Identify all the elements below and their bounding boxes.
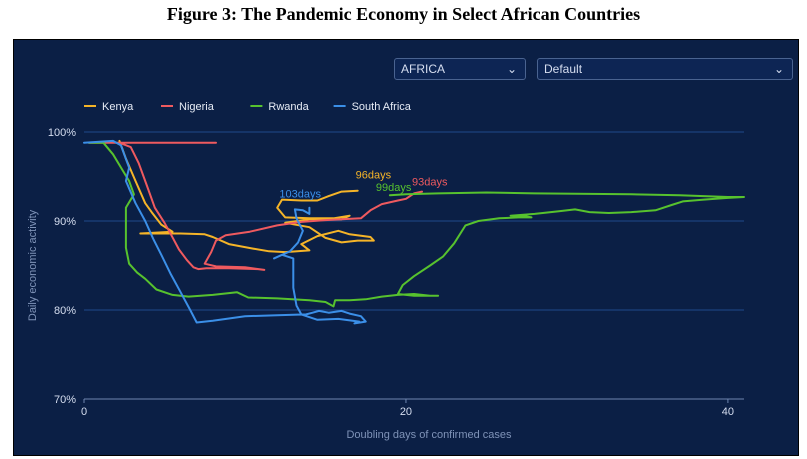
chart-panel: 70% 80% 90% 100% 0 20 40 Doubling days of confi… — [13, 39, 799, 456]
view-select-value: Default — [544, 62, 583, 76]
region-select[interactable]: AFRICA ⌄ — [394, 58, 526, 80]
series-line — [87, 141, 745, 308]
x-tick-label: 40 — [722, 406, 734, 418]
x-tick-label: 20 — [400, 406, 412, 418]
legend-entry: South Africa — [352, 101, 412, 113]
legend-entry: Nigeria — [179, 101, 215, 113]
series-line — [87, 141, 423, 271]
y-tick-label: 70% — [54, 394, 76, 406]
region-select-value: AFRICA — [401, 62, 446, 76]
x-axis-label: Doubling days of confirmed cases — [346, 429, 512, 441]
series-line — [83, 139, 367, 325]
y-tick-label: 100% — [48, 127, 76, 139]
series-end-label: 99days — [376, 182, 412, 194]
y-axis-label: Daily economic activity — [27, 209, 39, 321]
chevron-down-icon: ⌄ — [506, 62, 517, 76]
chevron-down-icon: ⌄ — [773, 62, 784, 76]
x-tick-label: 0 — [81, 406, 87, 418]
series-end-label: 93days — [412, 177, 448, 189]
economy-line-chart: 70% 80% 90% 100% 0 20 40 Doubling days of confi… — [27, 101, 745, 441]
y-tick-label: 90% — [54, 216, 76, 228]
legend-entry: Rwanda — [268, 101, 309, 113]
y-tick-label: 80% — [54, 305, 76, 317]
series-end-label: 96days — [356, 170, 392, 182]
legend-entry: Kenya — [102, 101, 134, 113]
view-select[interactable]: Default ⌄ — [537, 58, 793, 80]
series-end-label: 103days — [279, 189, 321, 201]
series-line — [118, 139, 375, 254]
figure-title: Figure 3: The Pandemic Economy in Select… — [166, 4, 641, 24]
